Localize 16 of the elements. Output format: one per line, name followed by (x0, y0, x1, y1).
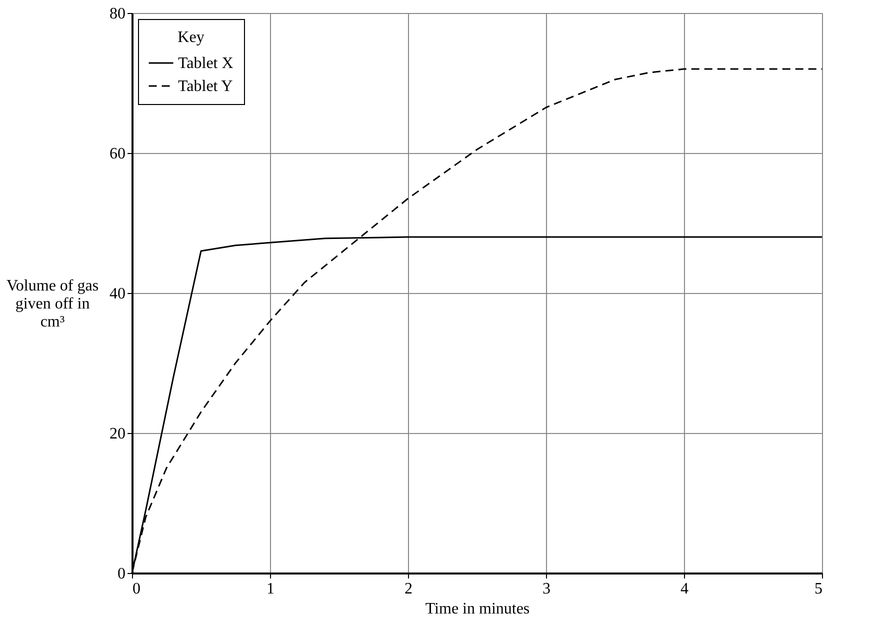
y-tick-label: 0 (118, 566, 126, 582)
legend-title: Key (178, 29, 204, 46)
legend-label: Tablet X (178, 55, 234, 72)
y-tick-label: 20 (110, 426, 126, 442)
y-tick-label: 40 (110, 286, 126, 302)
y-tick-label: 80 (110, 6, 126, 22)
x-tick-label: 1 (266, 580, 274, 598)
x-tick-label: 4 (680, 580, 688, 598)
y-axis-title: Volume of gas given off in cm³ (6, 278, 99, 330)
x-tick-label: 5 (814, 580, 822, 598)
x-tick-label: 3 (542, 580, 550, 598)
x-tick-label: 0 (132, 580, 140, 598)
x-axis-title: Time in minutes (425, 600, 530, 618)
y-tick-label: 60 (110, 146, 126, 162)
x-tick-label: 2 (404, 580, 412, 598)
legend-label: Tablet Y (178, 78, 234, 95)
